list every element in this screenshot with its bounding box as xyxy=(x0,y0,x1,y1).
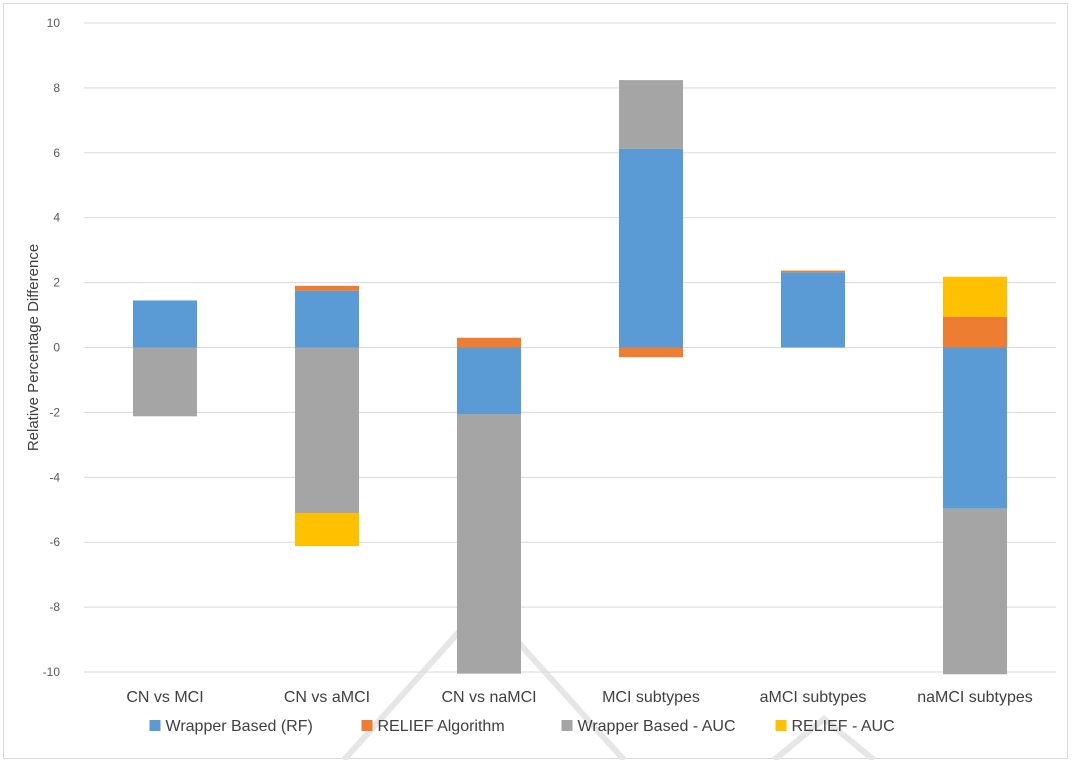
y-tick-label: 4 xyxy=(53,211,60,225)
x-category-label: naMCI subtypes xyxy=(917,689,1033,706)
gridlines xyxy=(84,22,1056,673)
y-tick-label: -8 xyxy=(49,600,60,614)
legend-swatch xyxy=(361,720,373,731)
y-tick-label: -4 xyxy=(49,470,60,484)
chart-frame: 10 8 6 4 2 0 -2 -4 -6 -8 -10 CN vs MCI CN vs aMCI CN… xyxy=(3,3,1068,760)
x-category-label: CN vs naMCI xyxy=(441,689,536,706)
y-tick-label: 0 xyxy=(53,341,60,355)
y-tick-label: 2 xyxy=(53,276,60,290)
x-category-label: aMCI subtypes xyxy=(760,689,867,706)
legend-label: RELIEF Algorithm xyxy=(378,718,505,735)
bar-stacks xyxy=(133,80,1007,675)
x-category-labels: CN vs MCI CN vs aMCI CN vs naMCI MCI subtyp… xyxy=(126,689,1032,706)
y-tick-label: -10 xyxy=(43,665,61,679)
bar-segment xyxy=(295,512,359,547)
bar-segment xyxy=(943,316,1007,348)
legend-swatch xyxy=(775,720,787,731)
bar-segment xyxy=(781,270,845,273)
bar-segment xyxy=(943,508,1007,675)
bar-segment xyxy=(457,347,521,415)
bar-segment xyxy=(295,285,359,291)
y-axis-title: Relative Percentage Difference xyxy=(25,244,42,451)
bar-segment xyxy=(619,347,683,358)
y-tick-label: 10 xyxy=(47,16,61,30)
bar-segment xyxy=(943,347,1007,509)
y-tick-label: 8 xyxy=(53,81,60,95)
legend-label: Wrapper Based (RF) xyxy=(166,718,313,735)
bar-segment xyxy=(295,290,359,348)
y-tick-labels: 10 8 6 4 2 0 -2 -4 -6 -8 -10 xyxy=(43,16,61,679)
bar-segment xyxy=(457,337,521,348)
legend-swatch xyxy=(561,720,573,731)
bar-segment xyxy=(781,272,845,348)
bar-segment xyxy=(133,347,197,417)
legend: Wrapper Based (RF) RELIEF Algorithm Wrappe… xyxy=(149,718,895,735)
legend-swatch xyxy=(149,720,161,731)
bar-segment xyxy=(619,148,683,348)
legend-label: Wrapper Based - AUC xyxy=(578,718,736,735)
y-tick-label: -6 xyxy=(49,535,60,549)
x-category-label: CN vs aMCI xyxy=(284,689,370,706)
legend-label: RELIEF - AUC xyxy=(792,718,895,735)
x-category-label: CN vs MCI xyxy=(126,689,203,706)
y-tick-label: -2 xyxy=(49,405,60,419)
watermark-shape xyxy=(341,599,876,760)
bar-segment xyxy=(943,276,1007,317)
bar-segment xyxy=(133,300,197,348)
bar-segment xyxy=(295,347,359,513)
bar-segment xyxy=(457,414,521,674)
x-category-label: MCI subtypes xyxy=(602,689,700,706)
bar-segment xyxy=(619,80,683,149)
y-tick-label: 6 xyxy=(53,146,60,160)
